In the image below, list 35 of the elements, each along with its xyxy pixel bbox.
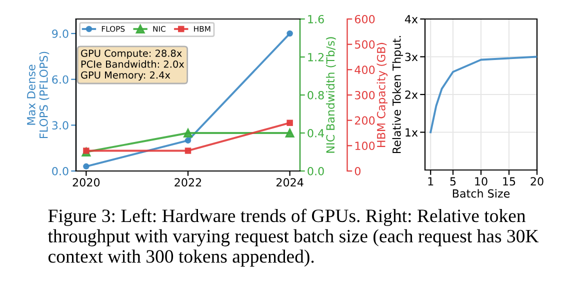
x-tick-label: 20 [530, 177, 544, 186]
y-tick-label: 4x [404, 15, 418, 24]
y3-tick-label: 100 [355, 142, 375, 150]
y3-tick-label: 200 [354, 116, 375, 125]
x-tick-label: 1 [428, 177, 434, 186]
y-tick-label: 2x [405, 90, 418, 99]
y-tick-label: 0.0 [52, 166, 68, 176]
y3-tick-label: 400 [354, 66, 375, 74]
y3-tick-label: 600 [354, 14, 375, 24]
y-axis-title: Max Dense FLOPS (PFLOPS) [27, 52, 50, 138]
y3-axis-title: HBM Capacity (GB) [376, 42, 388, 147]
y-tick-label: 3.0 [52, 121, 68, 130]
x-tick-label: 15 [503, 177, 516, 186]
y3-tick-label: 300 [355, 90, 375, 100]
annotation: GPU Compute: 28.8x PCIe Bandwidth: 2.0x GPU Memory: 2.4x [81, 50, 184, 81]
y2-axis-title: NIC Bandwidth (Tb/s) [326, 37, 336, 153]
x-tick-label: 5 [450, 177, 456, 186]
y2-tick-label: 0.8 [308, 90, 324, 100]
x-tick-label: 2024 [276, 178, 304, 187]
y-tick-label: 1x [406, 128, 418, 136]
y-tick-label: 6.0 [52, 75, 68, 84]
y2-tick-label: 1.2 [308, 52, 324, 62]
y-tick-label: 9.0 [52, 29, 68, 38]
y2-tick-label: 1.6 [308, 14, 324, 24]
y-axis-title: Relative Token Thput. [392, 36, 404, 154]
x-tick-label: 10 [475, 177, 488, 186]
x-axis-title: Batch Size [452, 189, 510, 198]
y3-tick-label: 0 [354, 166, 360, 176]
x-tick-label: 2022 [174, 178, 202, 187]
caption: Figure 3: Left: Hardware trends of GPUs. Right: Relative token throughput with varying request batch size (each request has 30K context with 300 tokens appended). [48, 208, 539, 267]
x-tick-label: 2020 [72, 178, 100, 187]
y2-tick-label: 0.0 [308, 166, 324, 176]
y3-tick-label: 500 [355, 40, 375, 49]
y-tick-label: 3x [405, 52, 418, 62]
y2-tick-label: 0.4 [308, 128, 324, 138]
